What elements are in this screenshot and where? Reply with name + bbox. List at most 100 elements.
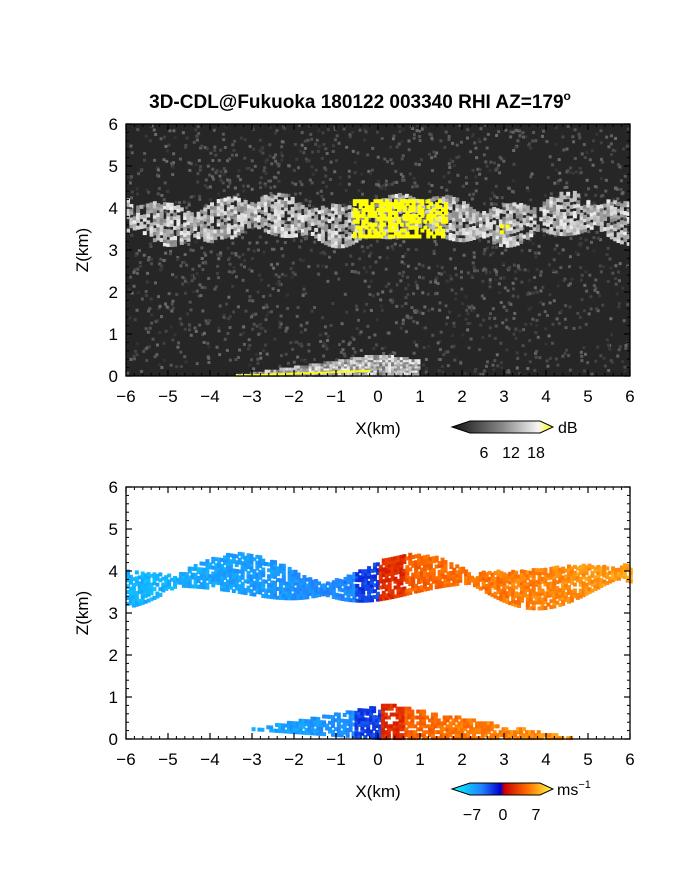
strong-echo-cell — [414, 225, 419, 230]
noise-speckle — [315, 138, 319, 142]
noise-speckle — [339, 182, 343, 186]
noise-speckle — [217, 326, 221, 330]
noise-speckle — [263, 166, 267, 170]
cloud-echo-cell — [616, 202, 621, 207]
strong-echo-cell — [435, 222, 440, 227]
velocity-cell — [417, 580, 422, 585]
cloud-echo-cell — [505, 226, 510, 231]
noise-speckle — [201, 333, 205, 337]
cloud-echo-cell — [519, 223, 524, 228]
noise-speckle — [434, 242, 438, 246]
noise-speckle — [412, 351, 416, 355]
cloud-echo-cell — [357, 209, 362, 214]
cloud-echo-cell — [152, 214, 157, 219]
cloud-echo-cell — [562, 215, 567, 220]
cloud-echo-cell — [404, 207, 409, 212]
cloud-echo-cell — [441, 223, 446, 228]
noise-speckle — [617, 301, 621, 305]
ground-clutter-cell — [343, 363, 347, 367]
cloud-echo-cell — [576, 227, 581, 232]
noise-speckle — [333, 138, 337, 142]
velocity-cell — [422, 572, 427, 577]
noise-speckle — [289, 267, 293, 271]
noise-speckle — [401, 274, 405, 278]
ground-clutter-cell — [329, 365, 333, 369]
ground-clutter-cell — [379, 363, 383, 367]
cloud-echo-cell — [344, 243, 349, 248]
noise-speckle — [390, 300, 394, 304]
noise-speckle — [170, 309, 174, 313]
ground-clutter-cell — [382, 363, 386, 367]
noise-speckle — [179, 264, 183, 268]
y-tick-label: 2 — [109, 283, 118, 302]
noise-speckle — [169, 249, 173, 253]
noise-speckle — [284, 329, 288, 333]
cloud-echo-cell — [129, 207, 134, 212]
velocity-cell — [208, 565, 213, 570]
velocity-cell — [270, 562, 275, 567]
cloud-echo-cell — [492, 233, 497, 238]
cloud-echo-cell — [562, 195, 567, 200]
velocity-cell — [302, 575, 307, 580]
cloud-echo-cell — [129, 220, 134, 225]
ground-clutter-cell — [396, 361, 400, 365]
velocity-cell — [534, 594, 539, 599]
velocity-cell — [464, 569, 469, 574]
noise-speckle — [324, 265, 328, 269]
velocity-cell — [414, 566, 419, 571]
noise-speckle — [250, 187, 254, 191]
ground-clutter-cell — [388, 369, 392, 373]
velocity-cell — [514, 600, 519, 605]
noise-speckle — [567, 353, 571, 357]
strong-echo-cell — [443, 210, 448, 215]
velocity-cell — [417, 574, 422, 579]
velocity-cell — [417, 562, 422, 567]
velocity-cell — [502, 578, 507, 583]
strong-echo-cell — [367, 234, 372, 239]
velocity-cell — [170, 586, 175, 591]
ground-clutter-cell — [326, 361, 330, 365]
noise-speckle — [461, 333, 465, 337]
cloud-echo-cell — [482, 214, 487, 219]
noise-speckle — [566, 124, 570, 128]
cloud-echo-cell — [509, 230, 514, 235]
velocity-cell — [528, 582, 533, 587]
noise-speckle — [171, 273, 175, 277]
velocity-cell — [422, 578, 427, 583]
velocity-cell — [258, 572, 263, 577]
strong-echo-cell — [411, 199, 416, 204]
noise-speckle — [187, 328, 191, 332]
noise-speckle — [465, 181, 469, 185]
velocity-cell — [249, 592, 254, 597]
noise-speckle — [300, 143, 304, 147]
velocity-cell — [484, 572, 489, 577]
noise-speckle — [230, 153, 234, 157]
ground-clutter-cell — [317, 365, 321, 369]
cloud-echo-cell — [294, 226, 298, 231]
ground-clutter-cell — [305, 367, 309, 371]
noise-speckle — [568, 282, 572, 286]
noise-speckle — [614, 282, 618, 286]
ground-clutter-cell — [288, 369, 292, 373]
cloud-echo-cell — [606, 199, 611, 204]
ground-clutter-cell — [399, 367, 403, 371]
noise-speckle — [578, 325, 582, 329]
ground-clutter-cell — [308, 369, 312, 373]
ground-clutter-cell — [399, 369, 403, 373]
ground-clutter-cell — [405, 365, 409, 369]
cloud-echo-cell — [273, 222, 278, 227]
cloud-echo-cell — [203, 214, 208, 219]
noise-speckle — [467, 346, 471, 350]
cloud-echo-cell — [344, 213, 349, 218]
cloud-echo-cell — [159, 237, 164, 242]
ground-clutter-cell — [364, 365, 368, 369]
velocity-cell — [434, 585, 439, 590]
velocity-cell — [302, 580, 307, 585]
velocity-cell — [314, 579, 319, 584]
cloud-echo-cell — [529, 229, 534, 234]
strong-echo-cell — [379, 216, 384, 221]
cloud-echo-cell — [149, 229, 154, 234]
cloud-echo-cell — [525, 222, 530, 227]
cloud-echo-cell — [233, 209, 238, 214]
